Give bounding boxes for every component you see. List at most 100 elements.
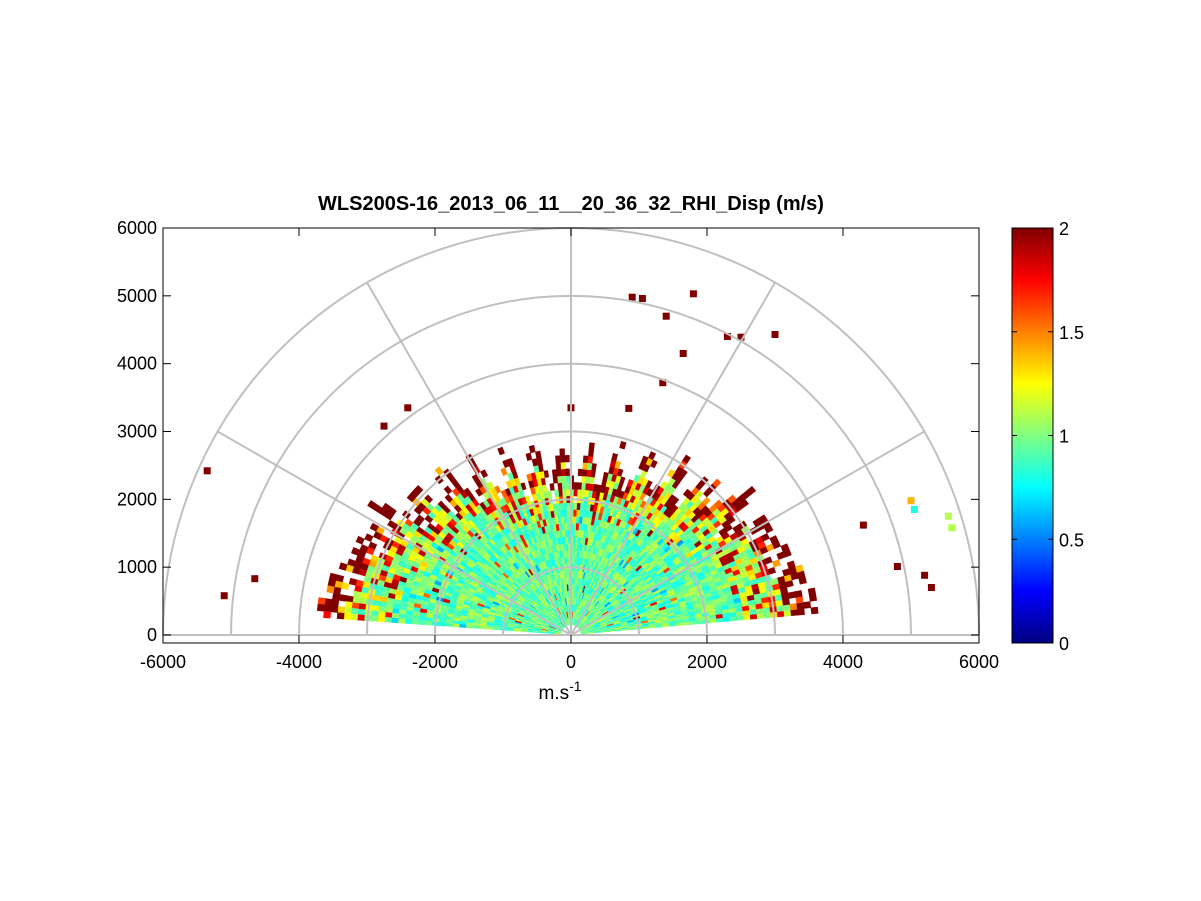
data-cell <box>350 613 359 621</box>
data-cell <box>458 624 467 628</box>
data-cell <box>391 612 400 619</box>
data-cell <box>566 522 571 531</box>
data-cell <box>406 493 416 503</box>
data-cell <box>526 473 533 482</box>
data-cell <box>567 543 571 551</box>
data-cell <box>413 506 423 515</box>
data-cell <box>763 556 773 565</box>
data-point <box>628 293 636 301</box>
chart-title: WLS200S-16_2013_06_11__20_36_32_RHI_Disp… <box>318 193 824 215</box>
data-cell <box>344 601 353 609</box>
data-cell <box>789 603 798 611</box>
y-tick-label: 1000 <box>117 557 157 577</box>
data-cell <box>390 617 399 624</box>
data-cell <box>564 454 570 463</box>
data-cell <box>377 616 386 623</box>
data-cell <box>479 625 487 630</box>
data-point <box>927 584 935 591</box>
data-cell <box>443 485 453 495</box>
y-axis: 0 1000 2000 3000 4000 5000 6000 <box>117 218 979 645</box>
data-cell <box>324 598 333 606</box>
data-cell <box>787 591 796 599</box>
data-cell <box>555 455 561 463</box>
spoke-line <box>570 282 776 636</box>
data-point <box>859 521 867 529</box>
data-cell <box>810 606 819 615</box>
data-cell <box>397 618 406 624</box>
x-tick-label: 2000 <box>687 652 727 672</box>
data-cell <box>351 547 361 556</box>
x-tick-label: 6000 <box>959 652 999 672</box>
data-cell <box>557 482 563 490</box>
data-cell <box>572 549 575 558</box>
data-cell <box>444 493 454 503</box>
y-tick-label: 5000 <box>117 286 157 306</box>
data-cell <box>576 502 581 511</box>
data-cell <box>660 480 669 490</box>
data-cell <box>786 560 796 569</box>
data-cell <box>566 516 571 524</box>
data-cell <box>682 454 692 464</box>
data-cell <box>682 488 692 498</box>
data-cell <box>713 499 723 509</box>
data-cell <box>783 609 792 617</box>
data-cell <box>351 602 360 610</box>
data-point <box>220 592 228 600</box>
data-cell <box>561 482 567 490</box>
data-point <box>723 333 731 340</box>
data-cell <box>472 625 480 629</box>
data-cell <box>326 585 335 594</box>
data-cell <box>567 536 571 544</box>
data-cell <box>357 614 365 621</box>
x-axis: -6000 -4000 -2000 0 2000 4000 6000 <box>140 228 999 672</box>
data-cell <box>626 479 634 488</box>
data-cell <box>582 455 589 464</box>
data-cell <box>807 587 817 596</box>
data-cell <box>797 608 805 616</box>
data-point <box>659 379 667 387</box>
data-cell <box>581 475 587 484</box>
data-cell <box>588 442 595 451</box>
data-cell <box>572 522 577 531</box>
y-tick-label: 2000 <box>117 489 157 509</box>
data-cell <box>369 522 379 532</box>
data-cell <box>572 536 576 544</box>
data-cell <box>572 543 576 551</box>
data-cell <box>560 461 566 470</box>
data-cell <box>577 468 583 477</box>
data-cell <box>581 468 588 477</box>
data-cell <box>573 482 578 490</box>
data-cell <box>712 478 722 488</box>
data-cell <box>317 597 326 606</box>
data-cell <box>358 603 367 611</box>
data-cell <box>345 595 354 603</box>
data-cell <box>587 455 594 464</box>
data-point <box>689 290 697 298</box>
data-cell <box>758 514 768 524</box>
data-cell <box>667 469 676 478</box>
data-cell <box>323 604 332 613</box>
x-tick-label: -2000 <box>412 652 458 672</box>
data-cell <box>575 516 580 524</box>
data-cell <box>795 564 804 573</box>
data-point <box>771 331 779 338</box>
data-cell <box>445 622 453 627</box>
data-cell <box>343 612 352 620</box>
data-cell <box>323 611 331 619</box>
y-tick-label: 4000 <box>117 354 157 374</box>
colorbar-tick-label: 1 <box>1059 427 1069 447</box>
data-point <box>910 506 918 513</box>
data-cell <box>528 444 536 454</box>
y-tick-label: 3000 <box>117 422 157 442</box>
data-cell <box>780 543 790 552</box>
data-cell <box>746 485 757 496</box>
data-point <box>737 333 745 341</box>
colorbar-tick-label: 0.5 <box>1059 530 1084 550</box>
data-cell <box>552 475 558 484</box>
data-cell <box>794 590 803 598</box>
data-cell <box>418 620 426 626</box>
data-cell <box>561 488 567 497</box>
data-cell <box>554 489 560 498</box>
data-cell <box>579 502 584 511</box>
data-cell <box>575 509 581 517</box>
